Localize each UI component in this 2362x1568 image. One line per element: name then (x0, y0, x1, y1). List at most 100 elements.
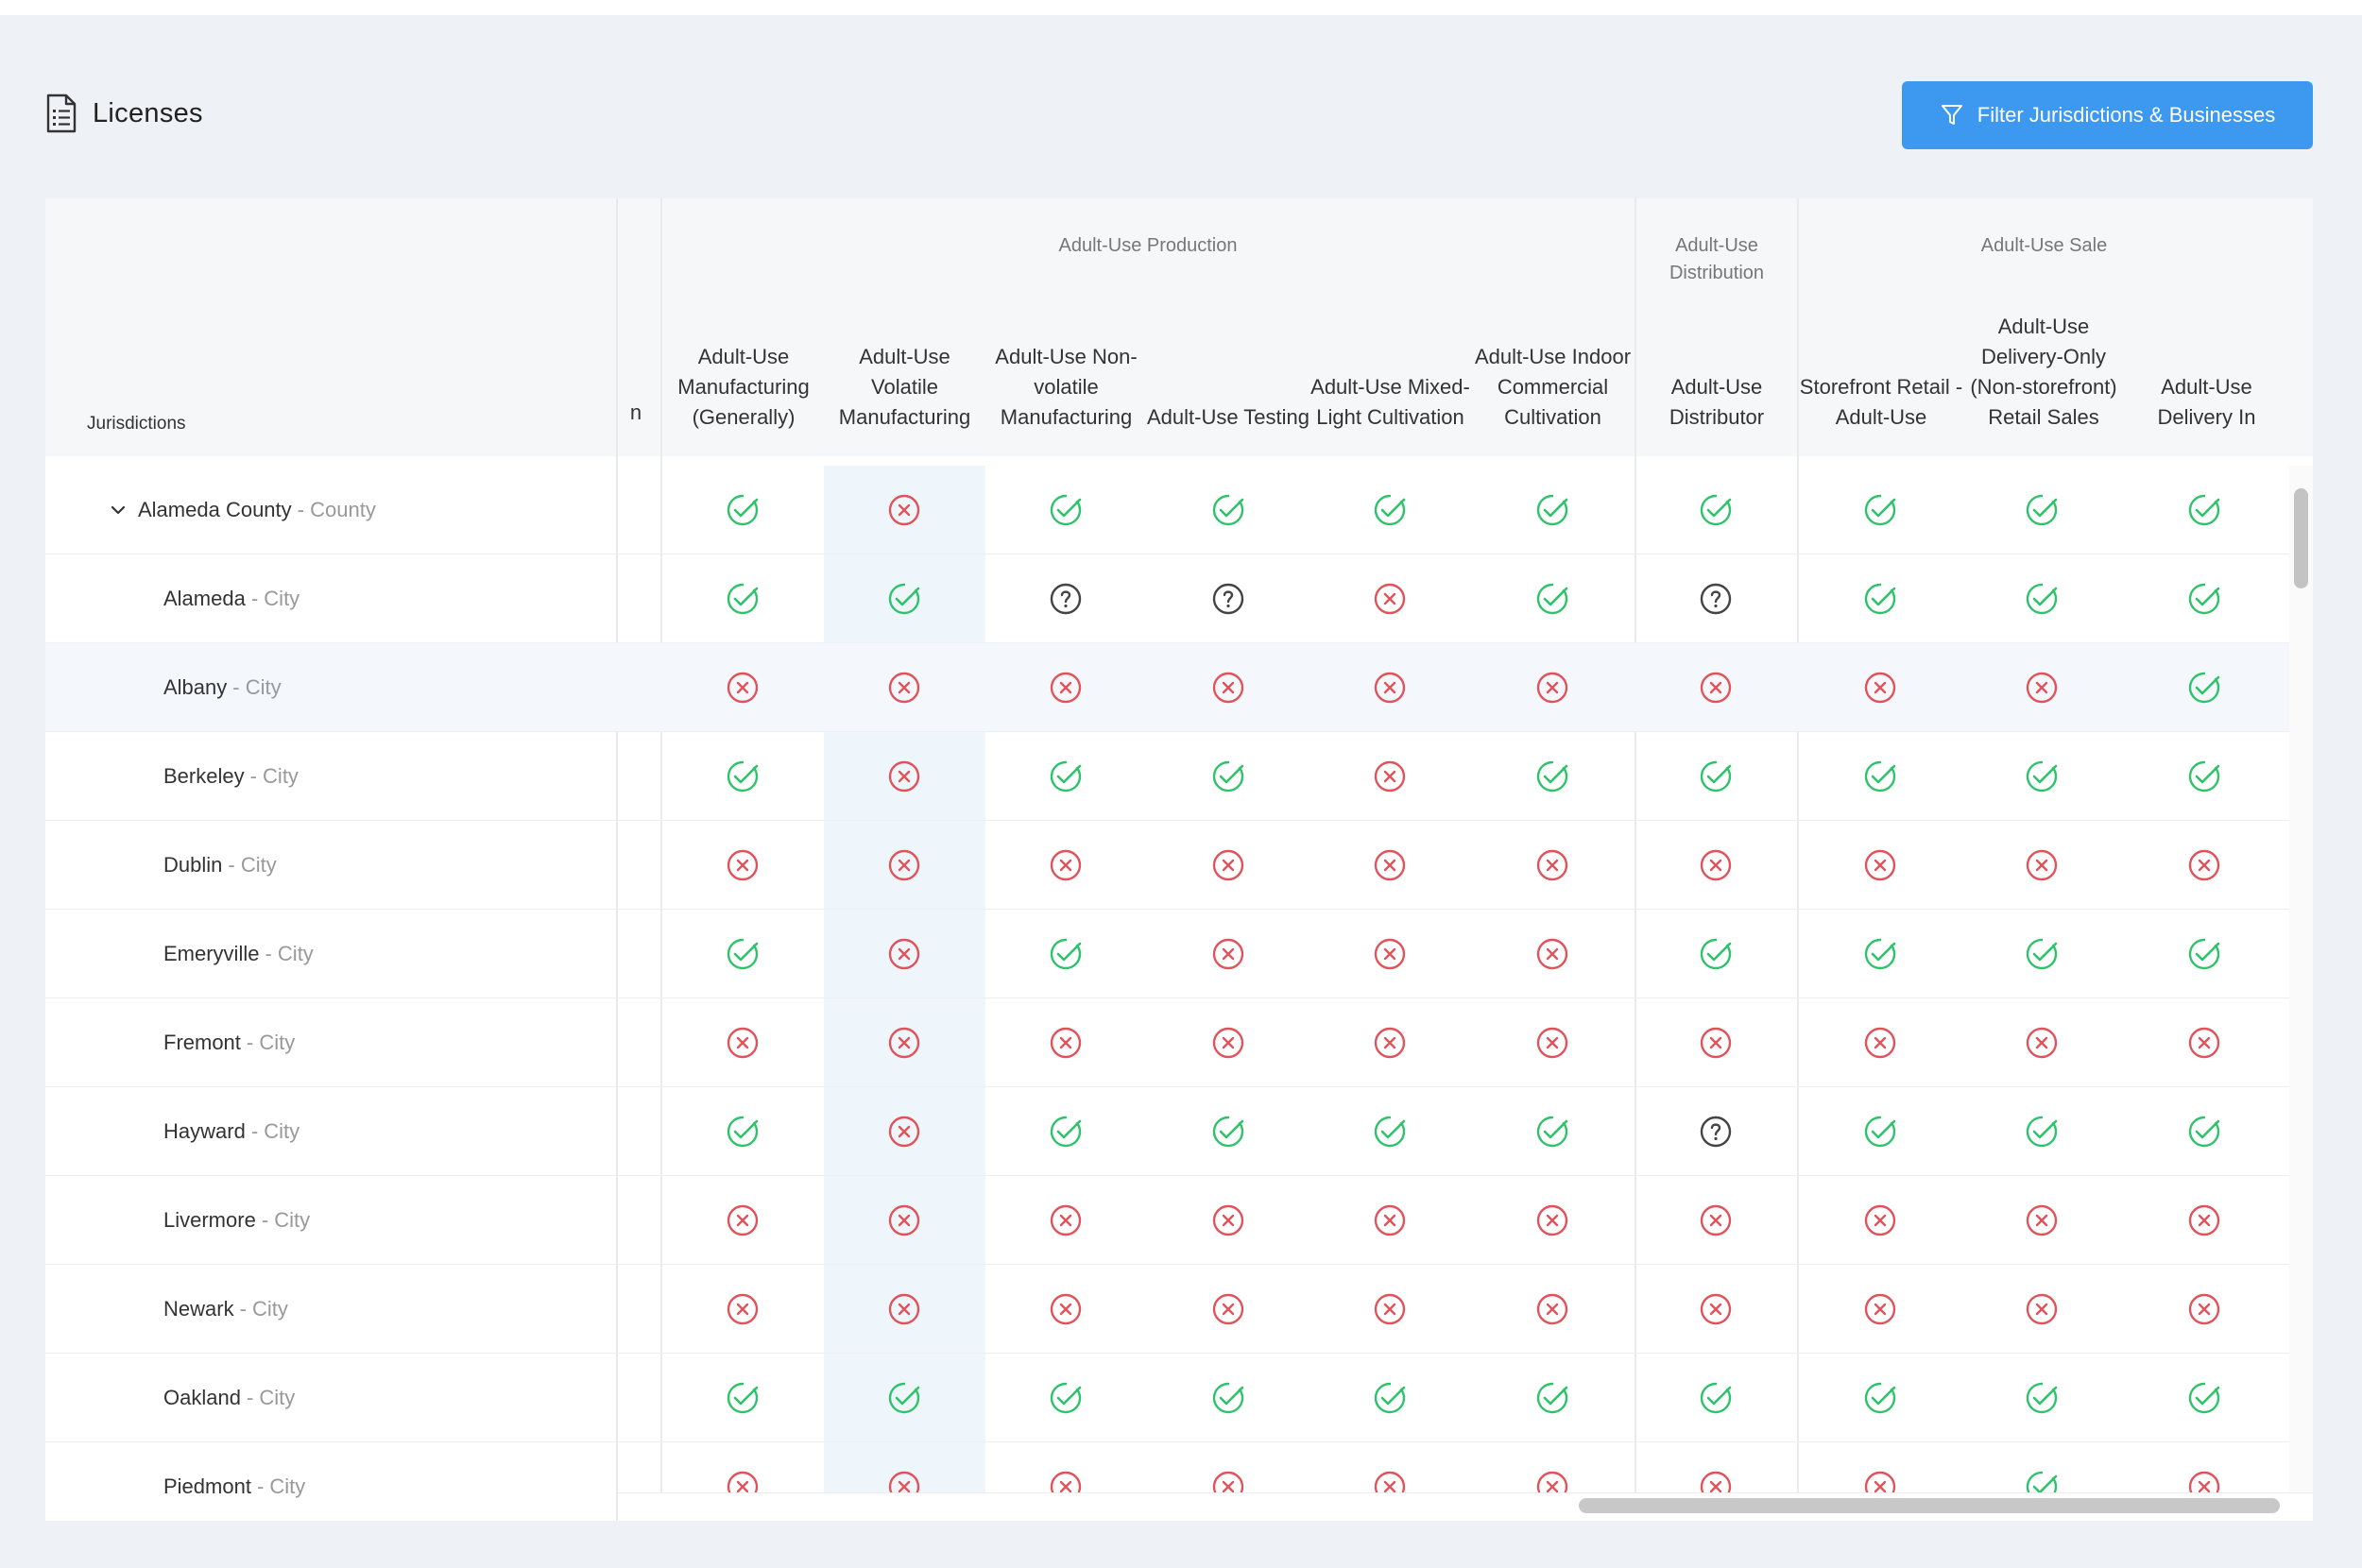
x-circle-icon (1212, 849, 1244, 881)
x-circle-icon (2026, 1204, 2058, 1236)
column-header[interactable]: Adult-Use Delivery-Only (Non-storefront)… (1970, 315, 2117, 429)
jurisdiction-name: Oakland (163, 1386, 241, 1409)
column-header[interactable]: Adult-Use Testing (1147, 405, 1310, 429)
jurisdiction-cell: DublinCity (163, 821, 277, 910)
x-circle-icon (1050, 849, 1082, 881)
column-divider (660, 198, 662, 1521)
check-circle-icon (1212, 760, 1244, 793)
table-row[interactable]: DublinCity (45, 821, 2289, 910)
check-circle-icon (727, 760, 759, 793)
column-header[interactable]: Adult-Use Volatile Manufacturing (838, 345, 971, 429)
x-circle-icon (1536, 1027, 1568, 1059)
jurisdictions-column-header[interactable]: Jurisdictions (87, 414, 186, 434)
jurisdiction-type: City (247, 1031, 295, 1055)
x-circle-icon (1212, 672, 1244, 704)
check-circle-icon (2026, 938, 2058, 970)
x-circle-icon (1374, 1293, 1406, 1325)
check-circle-icon (1212, 1382, 1244, 1414)
check-circle-icon (2188, 494, 2220, 526)
check-circle-icon (1864, 494, 1896, 526)
column-header[interactable]: Adult-Use Non-volatile Manufacturing (995, 345, 1138, 429)
check-circle-icon (1050, 494, 1082, 526)
check-circle-icon (727, 494, 759, 526)
x-circle-icon (1374, 583, 1406, 615)
x-circle-icon (1864, 849, 1896, 881)
check-circle-icon (2026, 1382, 2058, 1414)
table-row[interactable]: LivermoreCity (45, 1176, 2289, 1265)
check-circle-icon (727, 938, 759, 970)
x-circle-icon (1864, 1027, 1896, 1059)
x-circle-icon (1536, 1293, 1568, 1325)
check-circle-icon (1864, 1382, 1896, 1414)
table-row[interactable]: Fremont City (45, 998, 2289, 1087)
check-circle-icon (2188, 760, 2220, 793)
x-circle-icon (1050, 1204, 1082, 1236)
group-divider (1635, 198, 1636, 1521)
top-strip (0, 0, 2362, 15)
check-circle-icon (1864, 760, 1896, 793)
group-divider (1797, 198, 1799, 1521)
jurisdiction-cell: Alameda County County (110, 466, 376, 554)
column-header[interactable]: Storefront Retail - Adult-Use (1799, 375, 1963, 429)
jurisdiction-cell: PiedmontCity (163, 1442, 305, 1521)
x-circle-icon (1700, 1027, 1732, 1059)
group-header-sale: Adult-Use Sale (1980, 235, 2108, 256)
table-row[interactable]: EmeryvilleCity (45, 910, 2289, 998)
table-row[interactable]: AlbanyCity (45, 643, 2289, 732)
filter-jurisdictions-button[interactable]: Filter Jurisdictions & Businesses (1902, 81, 2313, 149)
x-circle-icon (2188, 1293, 2220, 1325)
x-circle-icon (888, 494, 920, 526)
table-row[interactable]: AlamedaCity (45, 554, 2289, 643)
x-circle-icon (2188, 849, 2220, 881)
jurisdiction-name: Alameda County (138, 498, 292, 521)
x-circle-icon (888, 849, 920, 881)
table-row[interactable]: BerkeleyCity (45, 732, 2289, 821)
vertical-scrollbar[interactable] (2289, 466, 2313, 1521)
jurisdiction-type: City (262, 1208, 310, 1233)
x-circle-icon (888, 1293, 920, 1325)
table-row[interactable]: Alameda County County (45, 466, 2289, 554)
column-header[interactable]: Adult-Use Delivery In (2157, 375, 2256, 429)
check-circle-icon (1374, 1382, 1406, 1414)
highlighted-column (824, 466, 985, 1521)
table-row[interactable]: Oakland City (45, 1354, 2289, 1442)
check-circle-icon (2188, 1116, 2220, 1148)
jurisdiction-type: City (257, 1474, 305, 1499)
check-circle-icon (1536, 760, 1568, 793)
jurisdiction-cell: EmeryvilleCity (163, 910, 314, 998)
column-header[interactable]: Adult-Use Manufacturing (Generally) (677, 345, 810, 429)
chevron-down-icon[interactable] (110, 502, 127, 519)
table-row[interactable]: NewarkCity (45, 1265, 2289, 1354)
check-circle-icon (1212, 1116, 1244, 1148)
table-row[interactable]: HaywardCity (45, 1087, 2289, 1176)
horizontal-scrollbar[interactable] (618, 1492, 2313, 1521)
x-circle-icon (1864, 1293, 1896, 1325)
check-circle-icon (727, 1382, 759, 1414)
jurisdiction-type: City (265, 942, 314, 966)
filter-button-label: Filter Jurisdictions & Businesses (1977, 103, 2276, 127)
check-circle-icon (1050, 1382, 1082, 1414)
check-circle-icon (727, 583, 759, 615)
x-circle-icon (1212, 938, 1244, 970)
check-circle-icon (1050, 938, 1082, 970)
x-circle-icon (727, 1293, 759, 1325)
jurisdiction-name: Hayward (163, 1119, 246, 1143)
vertical-scrollbar-thumb[interactable] (2294, 488, 2308, 588)
jurisdiction-type: City (232, 675, 282, 700)
column-header[interactable]: Adult-Use Mixed-Light Cultivation (1310, 375, 1470, 429)
x-circle-icon (888, 760, 920, 793)
jurisdiction-type: County (298, 498, 376, 522)
x-circle-icon (1212, 1204, 1244, 1236)
x-circle-icon (727, 1027, 759, 1059)
x-circle-icon (2026, 1027, 2058, 1059)
column-header[interactable]: Adult-Use Indoor Commercial Cultivation (1474, 345, 1632, 429)
check-circle-icon (2188, 672, 2220, 704)
column-header[interactable]: Adult-Use Distributor (1669, 375, 1765, 429)
jurisdiction-cell: Oakland City (163, 1354, 295, 1442)
jurisdiction-type: City (247, 1386, 295, 1410)
jurisdiction-cell: BerkeleyCity (163, 732, 299, 821)
x-circle-icon (2026, 672, 2058, 704)
check-circle-icon (727, 1116, 759, 1148)
x-circle-icon (1536, 849, 1568, 881)
horizontal-scrollbar-thumb[interactable] (1579, 1498, 2280, 1513)
